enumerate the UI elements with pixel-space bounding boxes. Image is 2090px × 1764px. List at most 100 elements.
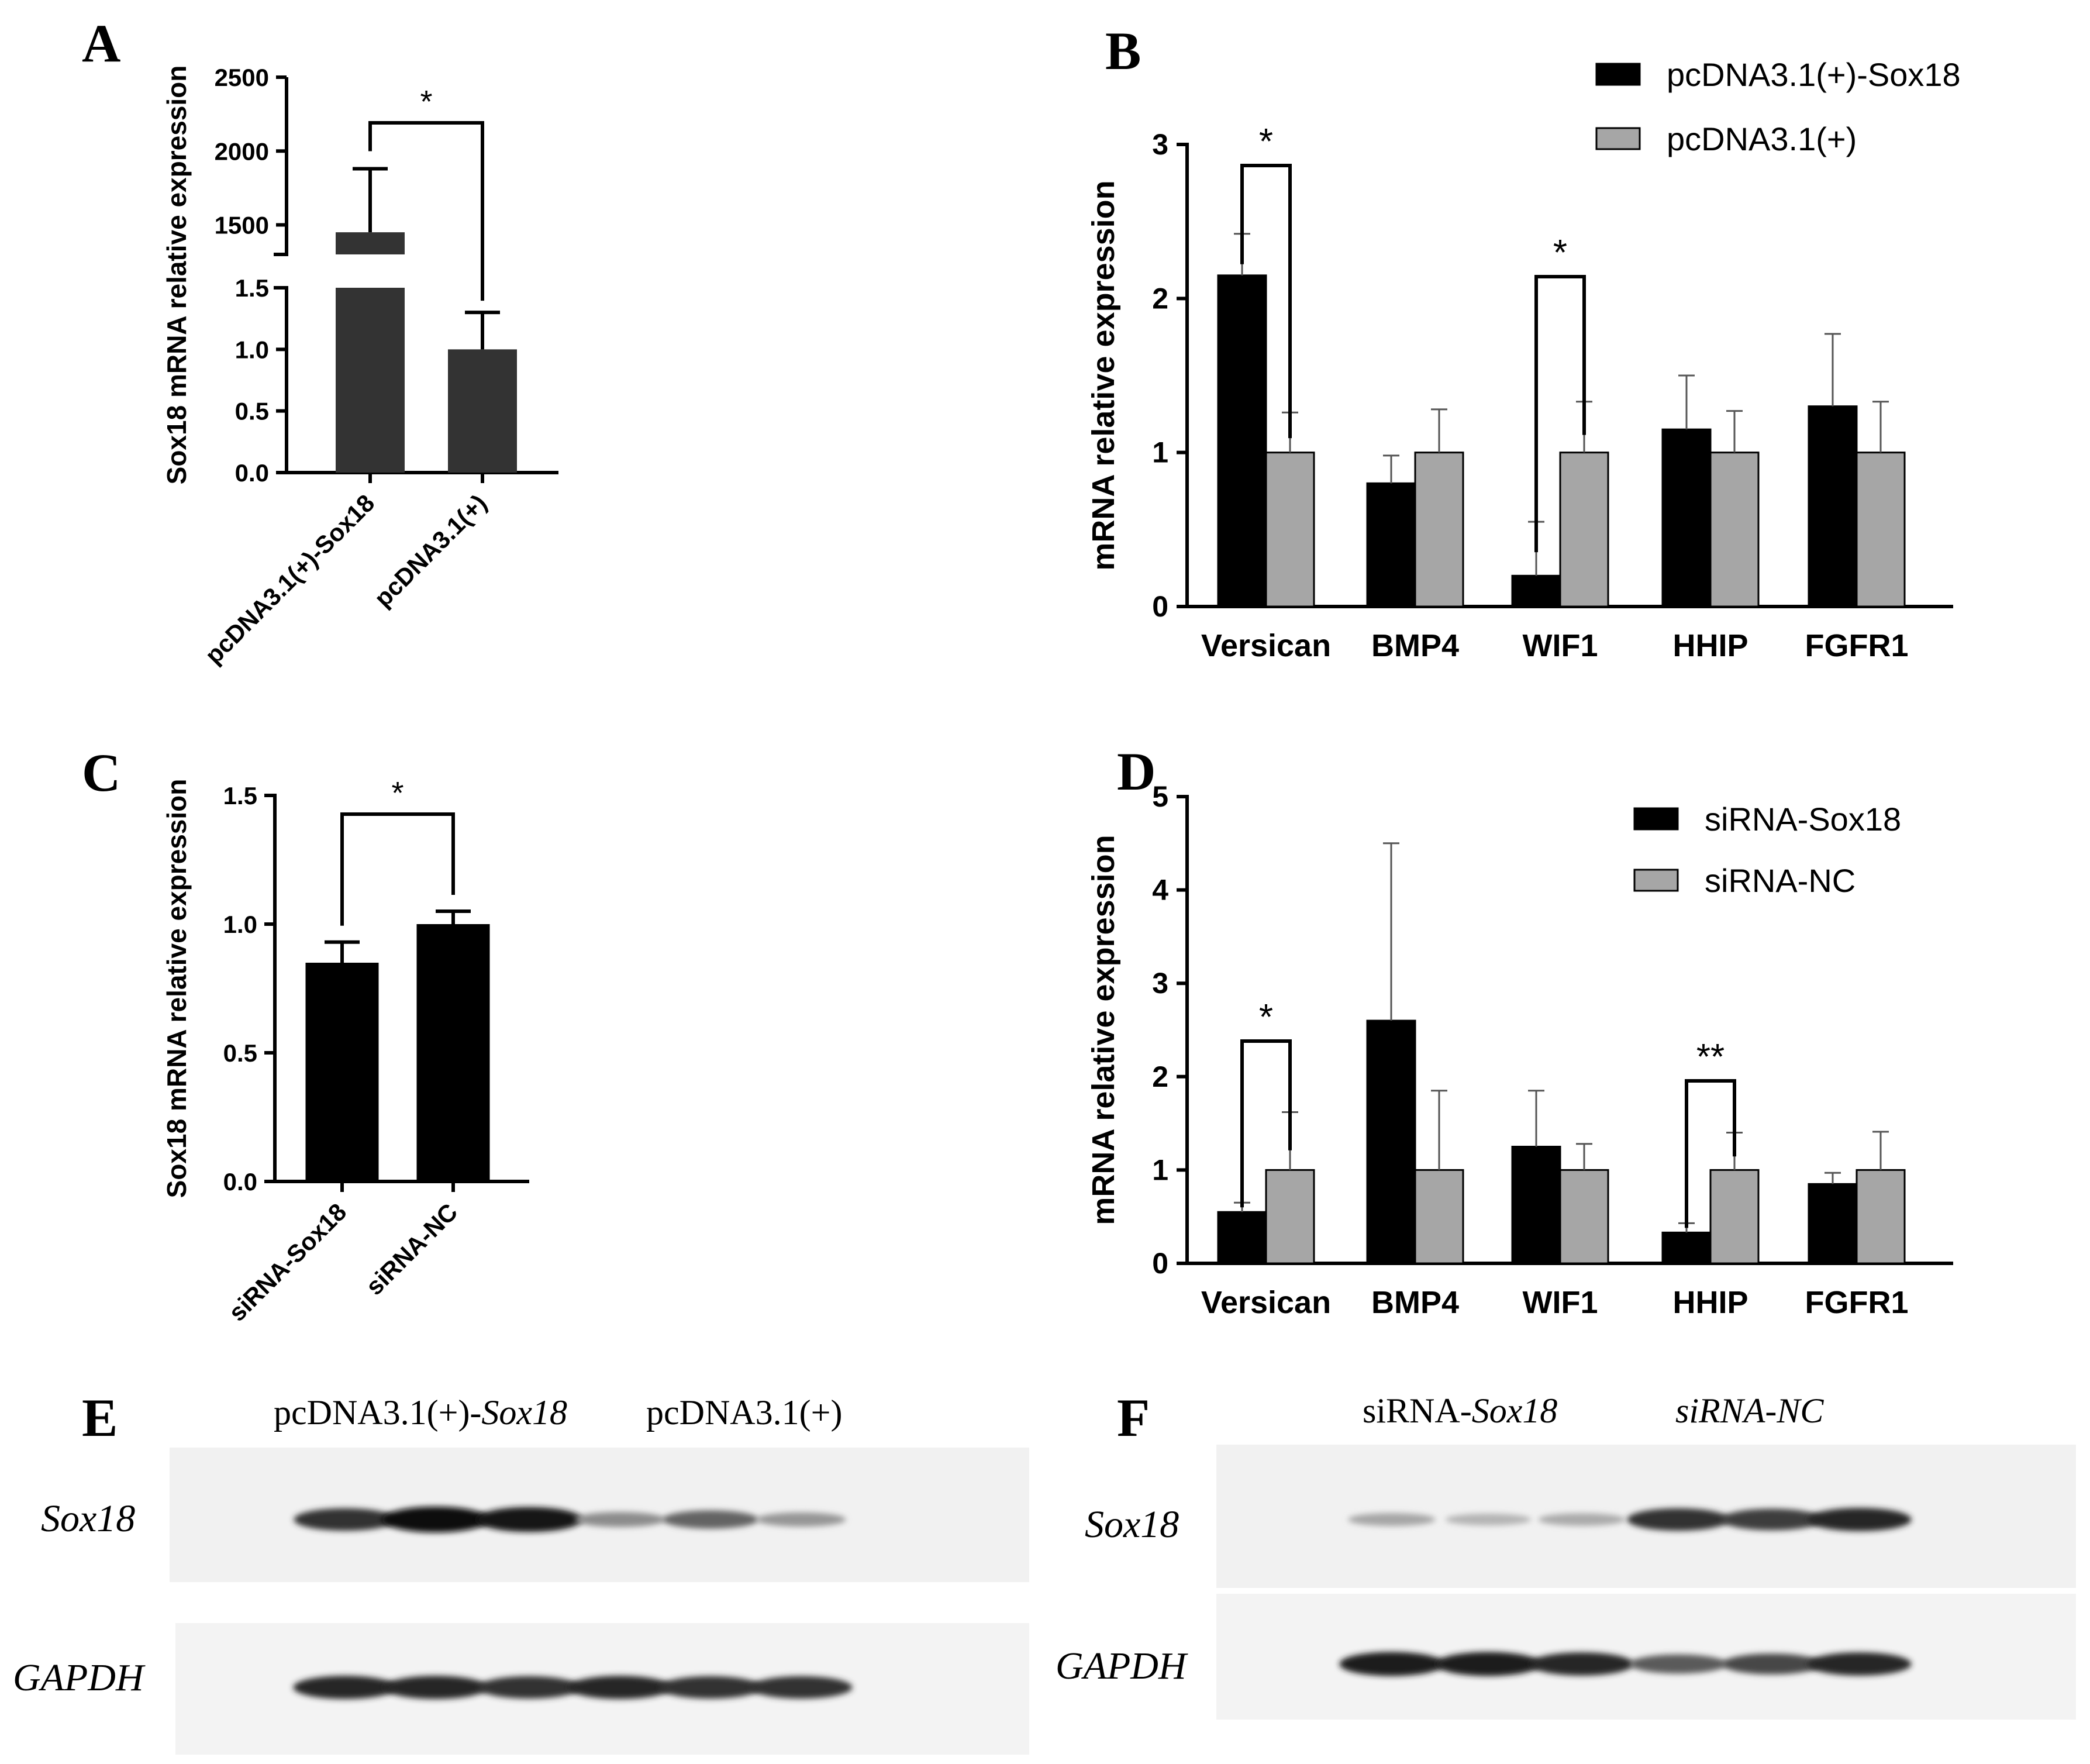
panel-label-f: F bbox=[1117, 1388, 1150, 1448]
c-significance-star: * bbox=[391, 776, 403, 811]
blot-f: siRNA-Sox18 siRNA-NC Sox18 GAPDH bbox=[1056, 1391, 2076, 1720]
b-significance-star: * bbox=[1259, 122, 1273, 162]
a-y-tick-label: 2500 bbox=[215, 64, 269, 91]
b-bar-series2 bbox=[1414, 452, 1464, 608]
blot-f-band-row2 bbox=[1436, 1652, 1541, 1676]
d-x-tick-label: HHIP bbox=[1672, 1285, 1748, 1320]
c-y-tick-label: 1.5 bbox=[223, 782, 257, 809]
blot-e-band-row1 bbox=[756, 1512, 846, 1527]
blot-f-band-row1 bbox=[1538, 1513, 1626, 1526]
d-bar-series2 bbox=[1709, 1169, 1760, 1265]
c-x-tick-label: siRNA-NC bbox=[360, 1198, 463, 1300]
c-y-tick-label: 0.5 bbox=[223, 1039, 257, 1067]
d-legend-label: siRNA-Sox18 bbox=[1705, 801, 1901, 838]
blot-f-band-row2 bbox=[1808, 1652, 1912, 1676]
b-bar-series1 bbox=[1511, 574, 1561, 608]
b-bar-series2 bbox=[1265, 452, 1315, 608]
b-y-tick-label: 2 bbox=[1152, 282, 1168, 315]
blot-f-band-row2 bbox=[1629, 1654, 1727, 1674]
d-bar-series1 bbox=[1217, 1211, 1267, 1265]
c-x-tick-label: siRNA-Sox18 bbox=[223, 1198, 352, 1327]
blot-e-row1-label: Sox18 bbox=[41, 1497, 135, 1540]
chart-b: 0 1 2 3 mRNA relative expression Versican BMP4… bbox=[1086, 56, 1961, 663]
d-x-tick-label: Versican bbox=[1201, 1285, 1331, 1320]
blot-e-group1-label: pcDNA3.1(+)-Sox18 bbox=[274, 1393, 567, 1432]
d-y-tick-label: 2 bbox=[1152, 1060, 1168, 1093]
a-bar bbox=[448, 349, 517, 473]
blot-f-row2-label: GAPDH bbox=[1056, 1645, 1188, 1687]
blot-f-band-row2 bbox=[1530, 1652, 1634, 1676]
b-y-tick-label: 1 bbox=[1152, 436, 1168, 469]
c-y-tick-label: 1.0 bbox=[223, 911, 257, 938]
d-bar-series1 bbox=[1511, 1146, 1561, 1265]
a-y-axis-title: Sox18 mRNA relative expression bbox=[161, 66, 192, 485]
b-x-tick-label: BMP4 bbox=[1371, 628, 1459, 663]
d-y-tick-label: 5 bbox=[1152, 780, 1168, 813]
a-y-tick-label: 1.5 bbox=[235, 274, 269, 302]
d-significance-bracket bbox=[1685, 1079, 1736, 1228]
chart-a: 0.0 0.5 1.0 1.5 1500 2000 2500 Sox18 mRNA relat… bbox=[161, 64, 558, 669]
b-y-axis-title: mRNA relative expression bbox=[1086, 180, 1121, 570]
blot-f-band-row1 bbox=[1445, 1513, 1532, 1526]
d-bar-series1 bbox=[1808, 1183, 1858, 1265]
panel-label-c: C bbox=[82, 743, 120, 802]
b-x-tick-label: Versican bbox=[1201, 628, 1331, 663]
b-bar-series2 bbox=[1709, 452, 1760, 608]
blot-f-band-row1 bbox=[1627, 1508, 1730, 1531]
b-bar-series1 bbox=[1366, 482, 1416, 608]
blot-e-band-row2 bbox=[568, 1676, 672, 1699]
d-x-tick-label: BMP4 bbox=[1371, 1285, 1459, 1320]
blot-e-band-row1 bbox=[294, 1508, 396, 1531]
d-bar-series1 bbox=[1661, 1231, 1712, 1265]
chart-c: 0.0 0.5 1.0 1.5 Sox18 mRNA relative expressi… bbox=[161, 776, 529, 1327]
a-y-tick-label: 1500 bbox=[215, 212, 269, 239]
b-y-tick-label: 3 bbox=[1152, 128, 1168, 161]
blot-f-band-row1 bbox=[1808, 1508, 1912, 1531]
c-bar bbox=[305, 963, 379, 1181]
b-significance-bracket bbox=[1534, 275, 1586, 553]
blot-f-band-row2 bbox=[1339, 1652, 1444, 1676]
a-bar-lower-segment bbox=[336, 288, 405, 473]
blot-e: pcDNA3.1(+)-Sox18 pcDNA3.1(+) Sox18 GAPD… bbox=[13, 1393, 1029, 1755]
blot-f-group1-prefix: siRNA- bbox=[1363, 1391, 1472, 1430]
a-y-tick-label: 1.0 bbox=[235, 336, 269, 363]
blot-f-group2-label: siRNA-NC bbox=[1675, 1391, 1824, 1430]
blot-e-band-row1 bbox=[662, 1510, 759, 1529]
d-bar-series2 bbox=[1265, 1169, 1315, 1265]
d-x-tick-label: WIF1 bbox=[1523, 1285, 1598, 1320]
c-y-axis-title: Sox18 mRNA relative expression bbox=[161, 779, 192, 1198]
d-legend-swatch bbox=[1633, 807, 1679, 831]
blot-f-band-row1 bbox=[1721, 1508, 1823, 1531]
d-bar-series1 bbox=[1366, 1019, 1416, 1265]
a-y-tick-label: 0.0 bbox=[235, 459, 269, 487]
blot-e-bands bbox=[293, 1507, 853, 1699]
blot-f-band-row1 bbox=[1348, 1513, 1436, 1527]
blot-f-membrane-2 bbox=[1216, 1594, 2076, 1720]
b-legend-label: pcDNA3.1(+)-Sox18 bbox=[1667, 56, 1961, 93]
chart-d: 0 1 2 3 4 5 mRNA relative expression Versican BM… bbox=[1086, 780, 1953, 1320]
a-y-tick-label: 0.5 bbox=[235, 398, 269, 425]
blot-e-band-row1 bbox=[476, 1507, 582, 1532]
d-legend-swatch bbox=[1633, 869, 1679, 892]
c-y-tick-label: 0.0 bbox=[223, 1168, 257, 1195]
panel-label-d: D bbox=[1117, 742, 1156, 801]
blot-f-row1-label: Sox18 bbox=[1085, 1503, 1179, 1546]
blot-e-band-row2 bbox=[293, 1676, 397, 1699]
d-y-axis-title: mRNA relative expression bbox=[1086, 835, 1121, 1225]
blot-e-band-row2 bbox=[384, 1676, 488, 1699]
c-significance-bracket bbox=[340, 812, 455, 926]
b-bar-series2 bbox=[1856, 452, 1906, 608]
panel-label-b: B bbox=[1105, 21, 1141, 81]
panel-label-a: A bbox=[82, 13, 120, 73]
blot-e-group1-gene: Sox18 bbox=[481, 1393, 567, 1432]
b-y-tick-label: 0 bbox=[1152, 590, 1168, 623]
d-bar-series2 bbox=[1856, 1169, 1906, 1265]
b-bar-series1 bbox=[1808, 405, 1858, 608]
a-x-tick-label: pcDNA3.1(+)-Sox18 bbox=[199, 489, 380, 669]
d-y-tick-label: 3 bbox=[1152, 967, 1168, 1000]
b-bar-series1 bbox=[1217, 274, 1267, 608]
b-legend-swatch bbox=[1595, 63, 1641, 86]
b-significance-star: * bbox=[1553, 233, 1567, 273]
d-significance-star: ** bbox=[1696, 1037, 1725, 1077]
